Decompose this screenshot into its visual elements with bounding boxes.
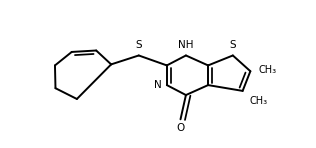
Text: CH₃: CH₃: [249, 96, 267, 106]
Text: CH₃: CH₃: [258, 65, 277, 75]
Text: O: O: [176, 123, 185, 133]
Text: N: N: [155, 80, 162, 90]
Text: NH: NH: [178, 40, 194, 50]
Text: S: S: [229, 40, 236, 50]
Text: S: S: [136, 40, 142, 50]
